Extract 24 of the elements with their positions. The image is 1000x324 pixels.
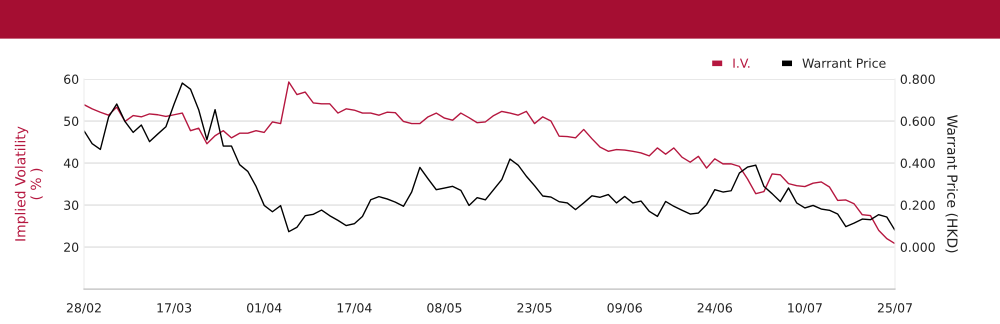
y-tick-label: 50 xyxy=(64,116,78,126)
y-tick-label: 30 xyxy=(64,200,78,210)
y-tick-label: 20 xyxy=(64,242,78,252)
y2-tick-label: 0.800 xyxy=(900,74,935,84)
x-tick-label: 09/06 xyxy=(607,303,642,314)
y2-tick-label: 0.200 xyxy=(900,200,935,210)
legend-label: I.V. xyxy=(733,58,750,68)
legend-label: Warrant Price xyxy=(802,58,886,68)
y2-axis-title: Warrant Price (HKD) xyxy=(945,114,958,252)
x-tick-label: 01/04 xyxy=(247,303,282,314)
y-axis-title: Implied Volatility ( % ) xyxy=(14,126,43,241)
y2-tick-label: 0.600 xyxy=(900,116,935,126)
x-tick-label: 10/07 xyxy=(788,303,822,314)
x-tick-label: 28/02 xyxy=(66,303,101,314)
x-tick-label: 24/06 xyxy=(698,303,732,314)
x-tick-label: 17/03 xyxy=(157,303,192,314)
y-tick-label: 60 xyxy=(64,74,78,84)
y2-tick-label: 0.400 xyxy=(900,158,935,168)
x-tick-label: 25/07 xyxy=(878,303,912,314)
x-tick-label: 17/04 xyxy=(338,303,372,314)
y-tick-label: 40 xyxy=(64,158,78,168)
x-tick-label: 08/05 xyxy=(427,303,462,314)
y2-tick-label: 0.000 xyxy=(900,242,935,252)
x-tick-label: 23/05 xyxy=(517,303,552,314)
